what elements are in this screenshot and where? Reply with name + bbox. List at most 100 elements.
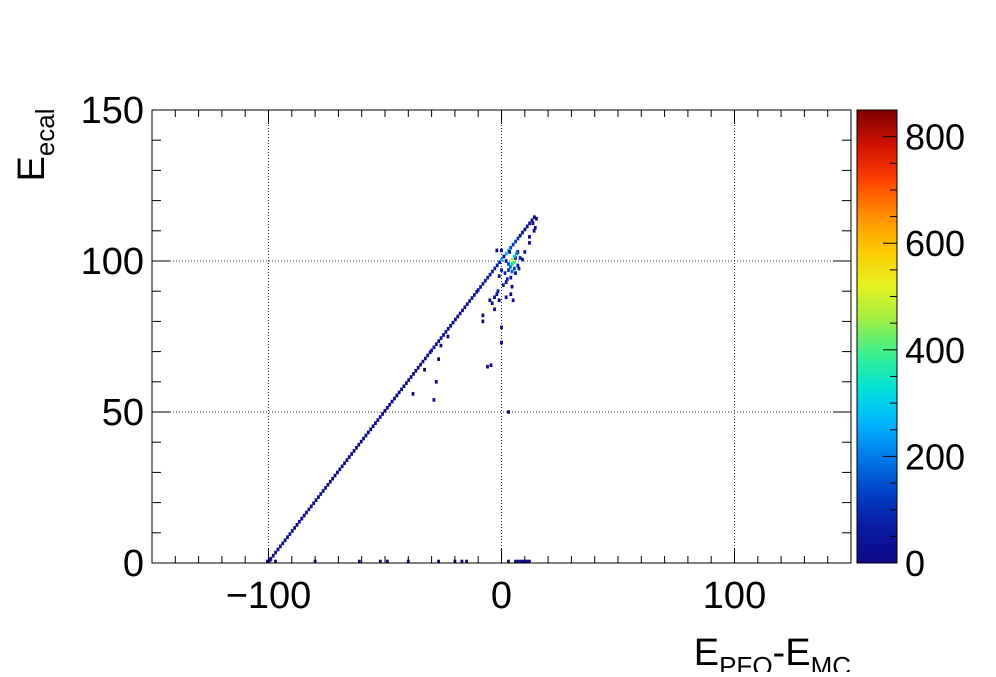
heatmap-bin <box>423 356 427 361</box>
heatmap-bin <box>488 272 492 277</box>
heatmap-bin <box>421 359 425 364</box>
heatmap-bin <box>302 513 306 518</box>
heatmap-bin <box>432 345 436 350</box>
heatmap-bin <box>390 399 394 404</box>
x-tick-label: 100 <box>703 575 766 617</box>
heatmap-bin <box>486 275 490 280</box>
x-axis-label-main-1: E <box>694 632 719 672</box>
heatmap-bin <box>461 308 464 313</box>
heatmap-bin <box>460 559 464 563</box>
x-axis-label: EPFO-EMC <box>694 632 851 672</box>
heatmap-bin <box>343 461 346 466</box>
heatmap-bin <box>504 251 508 256</box>
heatmap-bin <box>521 257 524 262</box>
heatmap-bin <box>347 455 351 459</box>
heatmap-bin <box>470 296 474 300</box>
heatmap-bin <box>293 526 297 530</box>
heatmap-bin <box>514 239 517 244</box>
heatmap-bin <box>528 241 531 245</box>
heatmap-bin <box>357 442 361 447</box>
y-axis-tick-labels: 0 50 100 150 <box>81 90 144 585</box>
heatmap-bin <box>481 313 485 318</box>
heatmap-bin <box>525 224 529 229</box>
heatmap-bin <box>412 372 415 376</box>
heatmap-bin <box>397 390 401 395</box>
heatmap-bin <box>314 498 318 502</box>
heatmap-bin <box>385 405 389 410</box>
heatmap-bin <box>475 290 479 294</box>
heatmap-bin <box>426 353 430 358</box>
heatmap-bin <box>364 433 368 438</box>
heatmap-bin <box>509 292 513 297</box>
heatmap-bin <box>518 256 522 260</box>
heatmap-bin <box>439 336 443 340</box>
heatmap-bin <box>309 504 313 509</box>
heatmap-bin <box>283 538 287 543</box>
heatmap-bin <box>508 265 512 269</box>
heatmap-bin <box>516 236 520 241</box>
heatmap-bin <box>414 369 418 373</box>
heatmap-bin <box>328 479 332 484</box>
heatmap-bin <box>286 535 289 539</box>
heatmap-bin <box>476 288 480 292</box>
heatmap-bin <box>388 402 392 407</box>
heatmap-bin <box>523 250 527 254</box>
heatmap-bin <box>517 266 521 271</box>
heatmap-bin <box>486 364 489 369</box>
heatmap-bin <box>465 559 468 563</box>
colorbar <box>857 110 897 563</box>
heatmap-bin <box>319 492 323 496</box>
y-tick-label: 100 <box>81 241 144 283</box>
heatmap-bin <box>533 225 537 230</box>
heatmap-bin <box>490 301 494 306</box>
heatmap-bin <box>516 263 520 268</box>
heatmap-bin <box>383 409 387 413</box>
heatmap-bin <box>437 357 440 361</box>
heatmap-bin <box>493 266 497 271</box>
heatmap-bin <box>497 298 501 303</box>
colorbar-tick-label: 600 <box>905 223 965 264</box>
y-tick-label: 50 <box>102 392 144 434</box>
colorbar-ticks <box>883 109 897 564</box>
x-axis-label-sub-2: MC <box>811 651 851 672</box>
heatmap-bin <box>326 482 330 487</box>
heatmap-bin <box>495 248 499 253</box>
colorbar-tick-label: 200 <box>905 436 965 477</box>
heatmap-bin <box>504 259 508 263</box>
heatmap-bin <box>274 550 278 555</box>
heatmap-bin <box>369 427 373 432</box>
heatmap-bin <box>376 418 380 422</box>
heatmap-bin <box>430 348 433 353</box>
heatmap-bin <box>345 458 349 462</box>
heatmap-bin <box>533 215 536 219</box>
heatmap-bin <box>531 221 535 226</box>
heatmap-bin <box>393 396 396 401</box>
heatmap-bin <box>331 476 335 481</box>
x-tick-label: −100 <box>226 575 312 617</box>
heatmap-bin <box>312 501 316 506</box>
colorbar-tick-labels: 0 200 400 600 800 <box>905 117 965 584</box>
heatmap-bin <box>500 268 503 272</box>
heatmap-bin <box>352 449 356 453</box>
heatmap-bin <box>463 305 467 310</box>
heatmap-bin <box>507 559 510 563</box>
heatmap-bin <box>374 421 377 425</box>
heatmap-bin <box>317 495 320 499</box>
heatmap-bin <box>510 269 514 274</box>
heatmap-bin <box>416 365 420 370</box>
heatmap-bin <box>493 295 496 300</box>
heatmap-bin <box>516 559 520 563</box>
heatmap-bin <box>371 424 375 429</box>
heatmap-bin <box>496 289 500 294</box>
heatmap-bin <box>511 298 515 303</box>
heatmap-bin <box>265 559 269 563</box>
colorbar-tick-label: 400 <box>905 330 965 371</box>
heatmap-bin <box>507 268 510 272</box>
heatmap-bin <box>504 295 508 300</box>
heatmap-bin <box>495 292 499 297</box>
y-axis-ticks <box>152 139 851 534</box>
heatmap-bin <box>437 339 441 343</box>
y-axis-label: Eecal <box>11 108 60 181</box>
heatmap-bin <box>340 464 344 469</box>
